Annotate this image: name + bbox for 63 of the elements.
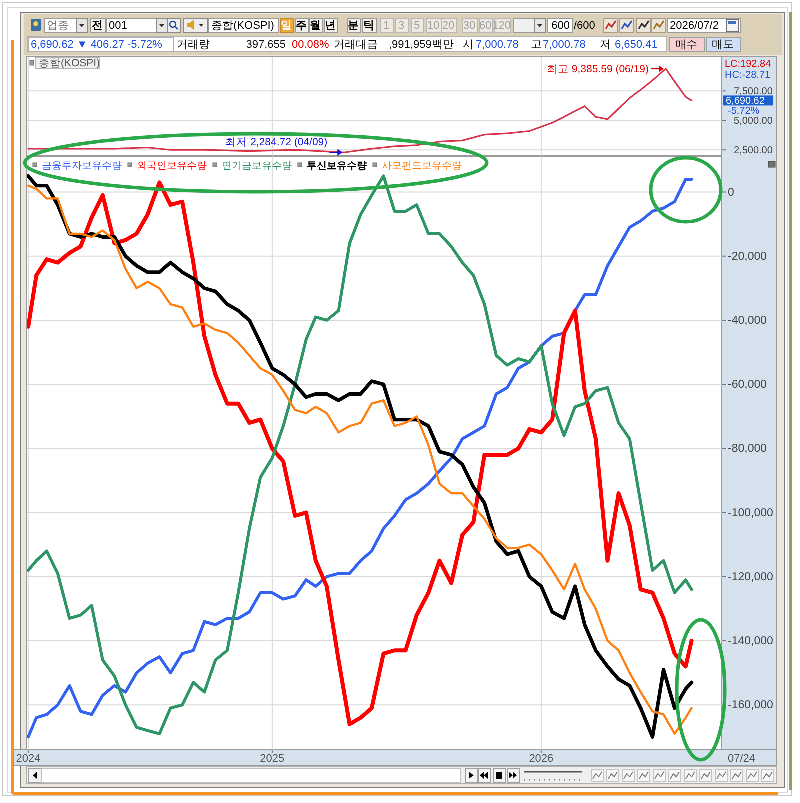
text: 07/24	[728, 753, 756, 765]
x-tick-label: 2024	[16, 753, 41, 765]
text: 외국인보유수량	[137, 161, 207, 172]
text: 투신보유수량	[307, 161, 367, 172]
annotation: 최저 2,284.72 (04/09)	[226, 136, 328, 149]
y-tick-label: 7,500.00	[734, 86, 774, 98]
text: 주	[296, 20, 307, 32]
text: 6,690.62 ▼ 406.27 -5.72%	[31, 39, 163, 51]
text: 고	[531, 39, 542, 51]
y-tick-label: -120,000	[728, 571, 774, 584]
text: 1	[383, 20, 390, 32]
text: 연기금보유수량	[222, 161, 292, 172]
text: HC:-28.71	[725, 70, 772, 81]
text: 시	[463, 39, 474, 51]
text: 7,000.78	[543, 39, 586, 51]
text: 120	[492, 20, 512, 32]
text: 종합(KOSPI)	[212, 20, 274, 32]
y-tick-label: -160,000	[728, 700, 774, 712]
text: 틱	[364, 20, 374, 32]
text: 년	[325, 20, 336, 32]
text: 거래대금	[334, 39, 378, 51]
y-tick-label: -140,000	[728, 636, 774, 648]
x-tick-label: 2025	[260, 753, 285, 765]
text: -5.72%	[728, 106, 760, 118]
text: 업종	[47, 20, 69, 32]
text: 2026/07/2	[670, 20, 719, 32]
text: 7,000.78	[476, 39, 519, 51]
text: 전	[92, 20, 103, 32]
text: 5	[414, 20, 420, 32]
text: 60	[479, 20, 492, 32]
text: 10	[427, 20, 440, 32]
x-tick-label: 2026	[529, 753, 554, 765]
y-tick-label: -40,000	[728, 314, 768, 327]
text: 저	[600, 39, 611, 51]
text: 30	[463, 20, 476, 32]
text: 600	[552, 20, 570, 32]
annotation: 최고 9,385.59 (06/19)	[547, 63, 649, 76]
text: 분	[348, 20, 359, 32]
text: 거래량	[177, 39, 210, 51]
text: 월	[310, 20, 321, 32]
text: /600	[574, 20, 596, 32]
y-tick-label: -20,000	[728, 250, 768, 263]
text: 3	[398, 20, 405, 32]
y-tick-label: 2,500.00	[734, 146, 774, 157]
text: 사모펀드보유수량	[382, 161, 462, 172]
y-tick-label: -80,000	[728, 443, 768, 456]
text: 6,690.62	[726, 96, 766, 108]
chart-title: 종합(KOSPI)	[39, 58, 100, 70]
text: 001	[109, 20, 128, 32]
y-tick-label: -100,000	[728, 507, 774, 520]
y-tick-label: -60,000	[728, 379, 768, 392]
text: 6,650.41	[615, 39, 658, 51]
text: 매수	[676, 39, 698, 51]
y-tick-label: 5,000.00	[734, 116, 774, 128]
text: LC:192.84	[725, 59, 772, 70]
text: 금융투자보유수량	[42, 161, 122, 172]
text: ,991,959백만	[389, 39, 454, 51]
text: 397,655	[246, 39, 286, 51]
text: 20	[442, 20, 455, 32]
text: 일	[281, 20, 292, 32]
y-tick-label: 0	[728, 186, 734, 199]
text: 00.08%	[292, 39, 330, 51]
text: 매도	[712, 39, 734, 51]
